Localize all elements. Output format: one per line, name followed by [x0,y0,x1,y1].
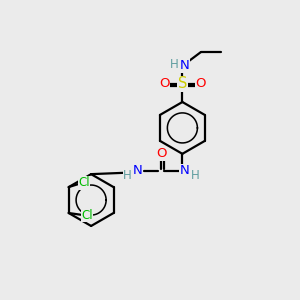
Text: N: N [180,59,190,72]
Text: O: O [156,147,166,160]
Text: N: N [180,164,190,177]
Text: N: N [133,164,142,177]
Text: Cl: Cl [81,209,93,222]
Text: O: O [195,77,206,90]
Text: S: S [178,76,187,91]
Text: H: H [190,169,199,182]
Text: H: H [170,58,178,70]
Text: Cl: Cl [78,176,90,189]
Text: H: H [123,169,132,182]
Text: O: O [159,77,169,90]
